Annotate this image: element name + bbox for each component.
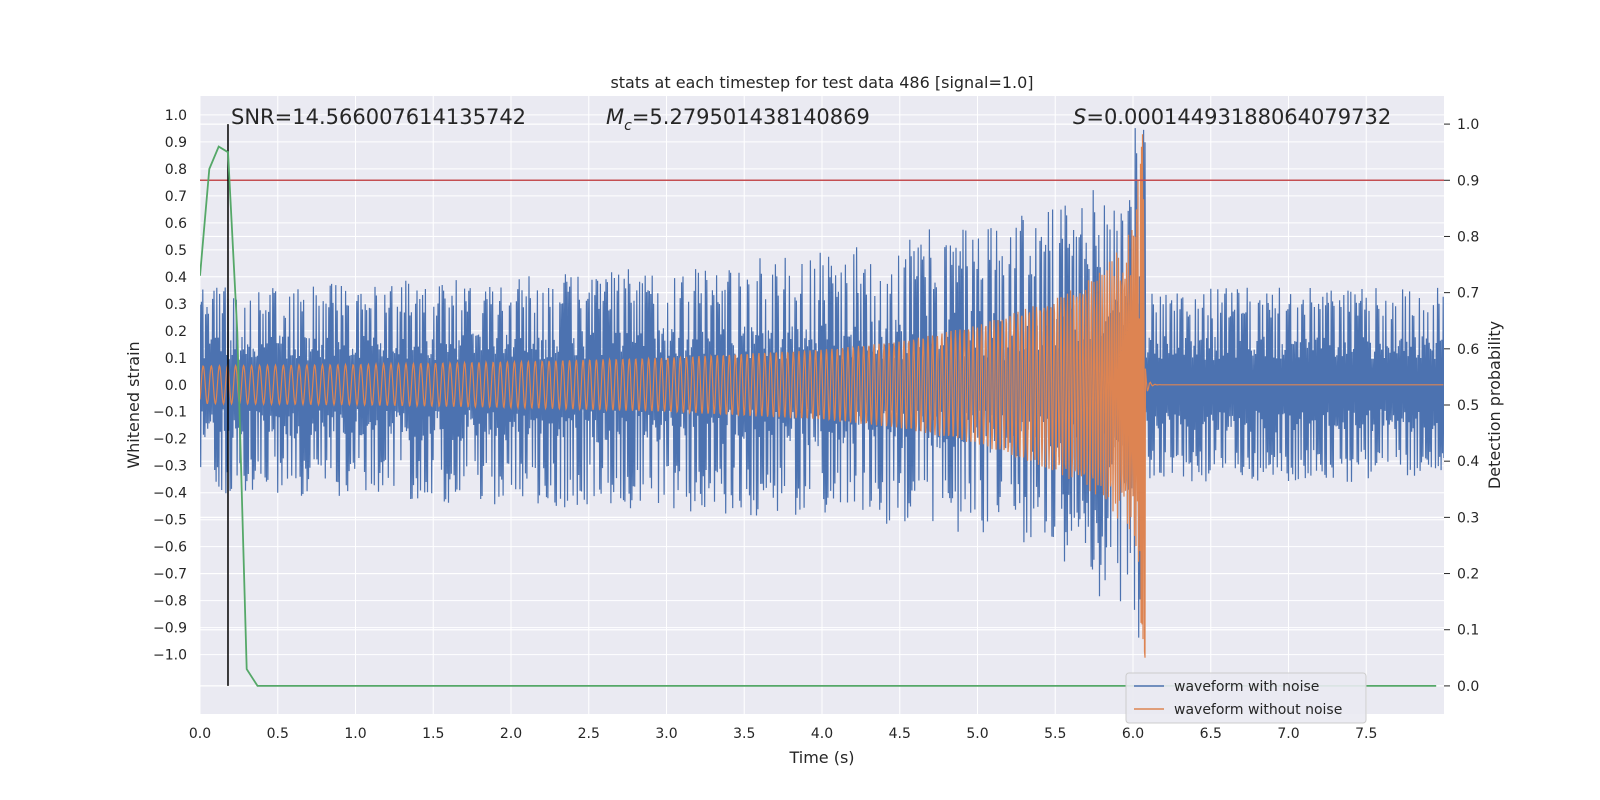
y-left-tick-label: 0.6 bbox=[165, 216, 187, 232]
y-left-tick-label: 0.2 bbox=[165, 324, 187, 340]
legend: waveform with noise waveform without noi… bbox=[1125, 672, 1367, 724]
y-left-tick-label: 0.5 bbox=[165, 243, 187, 259]
y-right-tick-label: 0.5 bbox=[1457, 398, 1479, 414]
chirp-mass-subscript: c bbox=[624, 118, 632, 134]
x-axis-label: Time (s) bbox=[788, 748, 854, 767]
y-left-tick-label: −0.1 bbox=[153, 405, 187, 421]
chirp-mass-annotation: Mc=5.279501438140869 bbox=[606, 105, 870, 134]
chirp-mass-symbol: M bbox=[606, 105, 624, 129]
legend-box bbox=[1125, 672, 1367, 724]
y-left-tick-label: 0.1 bbox=[165, 351, 187, 367]
x-tick-label: 3.5 bbox=[733, 726, 755, 742]
y-left-tick-label: −0.4 bbox=[153, 486, 187, 502]
y-right-tick-label: 0.2 bbox=[1457, 567, 1479, 583]
legend-label-noise: waveform with noise bbox=[1174, 679, 1319, 695]
y-right-tick-label: 0.7 bbox=[1457, 286, 1479, 302]
y-right-tick-label: 0.4 bbox=[1457, 454, 1479, 470]
y-right-tick-label: 0.6 bbox=[1457, 342, 1479, 358]
chart-title: stats at each timestep for test data 486… bbox=[610, 73, 1033, 92]
x-tick-label: 6.5 bbox=[1200, 726, 1222, 742]
x-tick-label: 5.0 bbox=[966, 726, 988, 742]
y-right-tick-label: 0.9 bbox=[1457, 173, 1479, 189]
series-detection-probability bbox=[200, 145, 1437, 687]
x-tick-label: 6.0 bbox=[1122, 726, 1144, 742]
x-tick-label: 0.5 bbox=[267, 726, 289, 742]
x-tick-label: 2.0 bbox=[500, 726, 522, 742]
x-tick-label: 4.5 bbox=[889, 726, 911, 742]
x-tick-label: 3.0 bbox=[655, 726, 677, 742]
y-left-tick-label: 0.8 bbox=[165, 162, 187, 178]
y-right-tick-label: 0.1 bbox=[1457, 623, 1479, 639]
y-right-tick-label: 0.0 bbox=[1457, 679, 1479, 695]
s-value: =0.00014493188064079732 bbox=[1086, 105, 1391, 129]
y-axis-label-left: Whitened strain bbox=[124, 341, 143, 468]
y-left-tick-label: −0.7 bbox=[153, 567, 187, 583]
chirp-mass-value: =5.279501438140869 bbox=[632, 105, 870, 129]
series-waveform-without-noise bbox=[200, 134, 1444, 658]
x-tick-label: 1.5 bbox=[422, 726, 444, 742]
y-left-tick-label: −0.6 bbox=[153, 540, 187, 556]
snr-annotation: SNR=14.566007614135742 bbox=[231, 105, 526, 129]
y-left-tick-label: −0.8 bbox=[153, 594, 187, 610]
y-left-tick-label: 0.9 bbox=[165, 135, 187, 151]
y-right-tick-label: 0.3 bbox=[1457, 510, 1479, 526]
y-right-tick-label: 0.8 bbox=[1457, 229, 1479, 245]
y-left-tick-label: −0.9 bbox=[153, 621, 187, 637]
series-layer bbox=[200, 124, 1444, 687]
y-left-tick-label: 0.4 bbox=[165, 270, 187, 286]
y-left-tick-label: −0.2 bbox=[153, 432, 187, 448]
y-right-tick-label: 1.0 bbox=[1457, 117, 1479, 133]
y-left-tick-label: −1.0 bbox=[153, 648, 187, 664]
x-tick-label: 7.0 bbox=[1277, 726, 1299, 742]
s-symbol: S bbox=[1073, 105, 1086, 129]
y-left-tick-label: 1.0 bbox=[165, 108, 187, 124]
tick-labels: 0.0 0.5 1.0 1.5 2.0 2.5 3.0 3.5 4.0 4.5 5.0 5.5 6.0 6… bbox=[153, 108, 1479, 742]
legend-label-clean: waveform without noise bbox=[1174, 702, 1342, 718]
x-tick-label: 1.0 bbox=[344, 726, 366, 742]
x-tick-label: 7.5 bbox=[1355, 726, 1377, 742]
y-axis-label-right: Detection probability bbox=[1485, 321, 1504, 489]
x-tick-label: 5.5 bbox=[1044, 726, 1066, 742]
y-left-tick-label: 0.0 bbox=[165, 378, 187, 394]
y-left-tick-label: 0.7 bbox=[165, 189, 187, 205]
y-left-tick-label: −0.3 bbox=[153, 459, 187, 475]
y-left-tick-label: −0.5 bbox=[153, 513, 187, 529]
x-tick-label: 0.0 bbox=[189, 726, 211, 742]
x-tick-label: 2.5 bbox=[578, 726, 600, 742]
y-left-tick-label: 0.3 bbox=[165, 297, 187, 313]
s-annotation: S=0.00014493188064079732 bbox=[1073, 105, 1391, 129]
x-tick-label: 4.0 bbox=[811, 726, 833, 742]
